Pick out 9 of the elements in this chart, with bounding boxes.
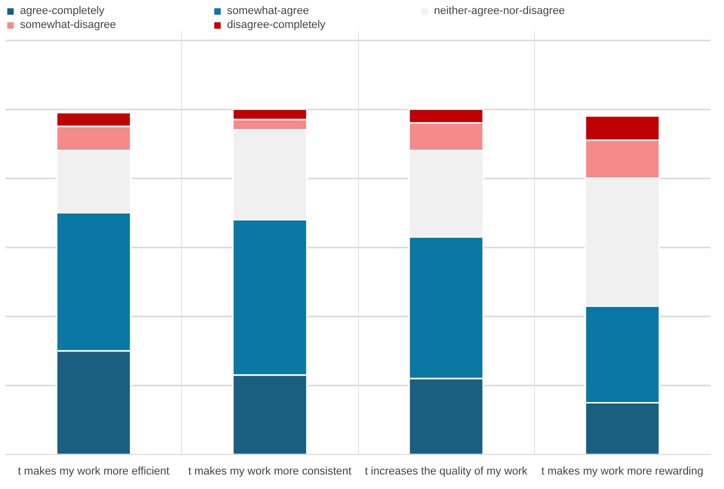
- legend-label: agree-completely: [20, 5, 106, 17]
- legend-label: somewhat-agree: [227, 5, 310, 17]
- legend-label: somewhat-disagree: [20, 19, 117, 31]
- legend-label: disagree-completely: [227, 19, 326, 31]
- x-tick-label: t increases the quality of my work: [364, 466, 528, 478]
- x-tick-label: t makes my work more rewarding: [541, 466, 704, 478]
- x-tick-label: t makes my work more efficient: [18, 466, 170, 478]
- legend-label: neither-agree-nor-disagree: [434, 5, 566, 17]
- x-tick-label: t makes my work more consistent: [188, 466, 352, 478]
